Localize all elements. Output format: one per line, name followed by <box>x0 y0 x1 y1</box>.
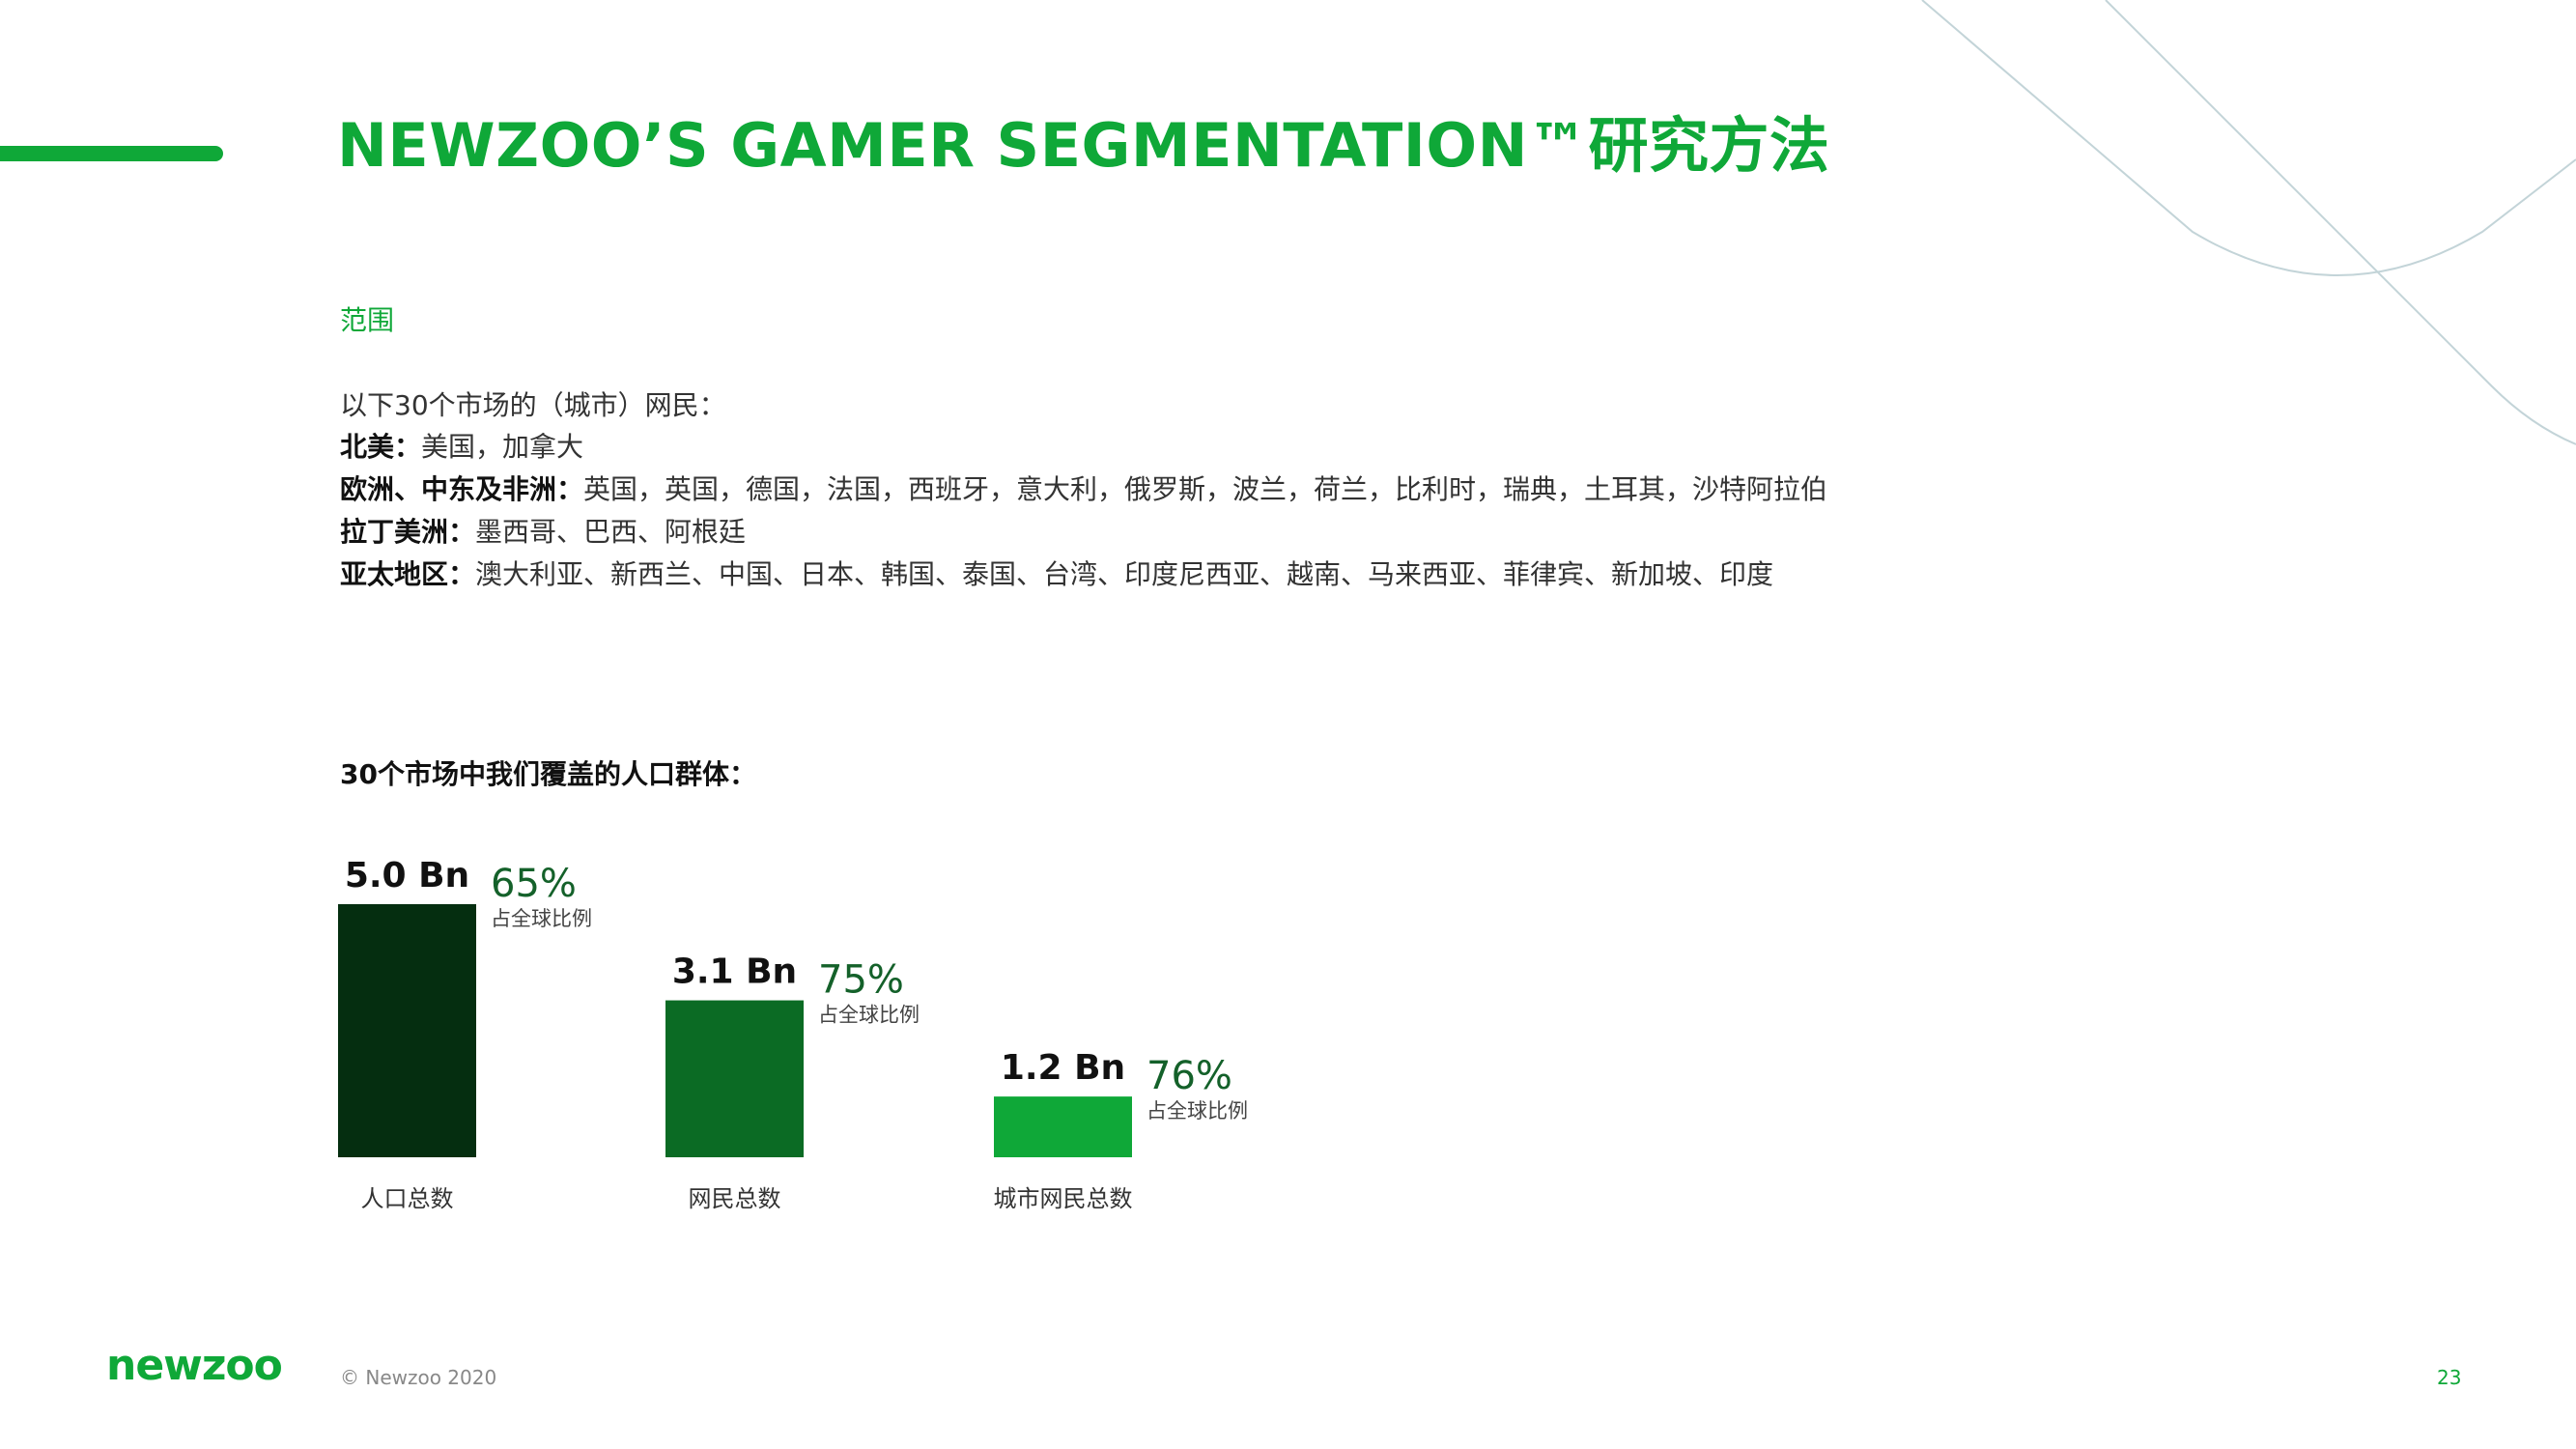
region-name: 亚太地区： <box>340 558 476 590</box>
bar-value-label: 3.1 Bn <box>672 952 797 992</box>
category-label: 网民总数 <box>689 1185 781 1212</box>
region-name: 北美： <box>340 431 422 463</box>
region-emea: 欧洲、中东及非洲：英国，英国，德国，法国，西班牙，意大利，俄罗斯，波兰，荷兰，比… <box>340 469 1827 507</box>
region-markets: 墨西哥、巴西、阿根廷 <box>475 516 747 548</box>
share-percent: 75% <box>818 958 904 1003</box>
bar-1 <box>338 904 476 1157</box>
region-markets: 澳大利亚、新西兰、中国、日本、韩国、泰国、台湾、印度尼西亚、越南、马来西亚、菲律… <box>475 558 1774 590</box>
region-name: 拉丁美洲： <box>340 516 476 548</box>
copyright-text: © Newzoo 2020 <box>340 1366 497 1389</box>
share-percent: 76% <box>1146 1054 1232 1098</box>
newzoo-logo: newzoo <box>106 1341 283 1390</box>
region-latam: 拉丁美洲：墨西哥、巴西、阿根廷 <box>340 511 746 550</box>
bar-value-label: 1.2 Bn <box>1001 1048 1125 1088</box>
region-markets: 英国，英国，德国，法国，西班牙，意大利，俄罗斯，波兰，荷兰，比利时，瑞典，土耳其… <box>583 473 1828 505</box>
intro-text: 以下30个市场的（城市）网民： <box>340 389 726 421</box>
share-caption: 占全球比例 <box>1146 1099 1248 1122</box>
bar-3 <box>994 1096 1132 1157</box>
accent-bar <box>0 146 223 161</box>
region-markets: 美国，加拿大 <box>421 431 584 463</box>
bar-value-label: 5.0 Bn <box>345 856 469 895</box>
share-caption: 占全球比例 <box>818 1004 920 1027</box>
chart-title: 30个市场中我们覆盖的人口群体： <box>340 758 756 790</box>
page-number: 23 <box>2437 1366 2462 1389</box>
category-label: 城市网民总数 <box>994 1185 1133 1212</box>
region-north-america: 北美：美国，加拿大 <box>340 426 583 465</box>
region-name: 欧洲、中东及非洲： <box>340 473 584 505</box>
share-caption: 占全球比例 <box>491 907 592 930</box>
category-label: 人口总数 <box>361 1185 454 1212</box>
bar-2 <box>665 1000 804 1157</box>
page-title: NEWZOO’S GAMER SEGMENTATION™研究方法 <box>337 110 1830 181</box>
region-apac: 亚太地区：澳大利亚、新西兰、中国、日本、韩国、泰国、台湾、印度尼西亚、越南、马来… <box>340 554 1773 592</box>
section-label: 范围 <box>340 304 395 336</box>
share-percent: 65% <box>491 862 577 906</box>
